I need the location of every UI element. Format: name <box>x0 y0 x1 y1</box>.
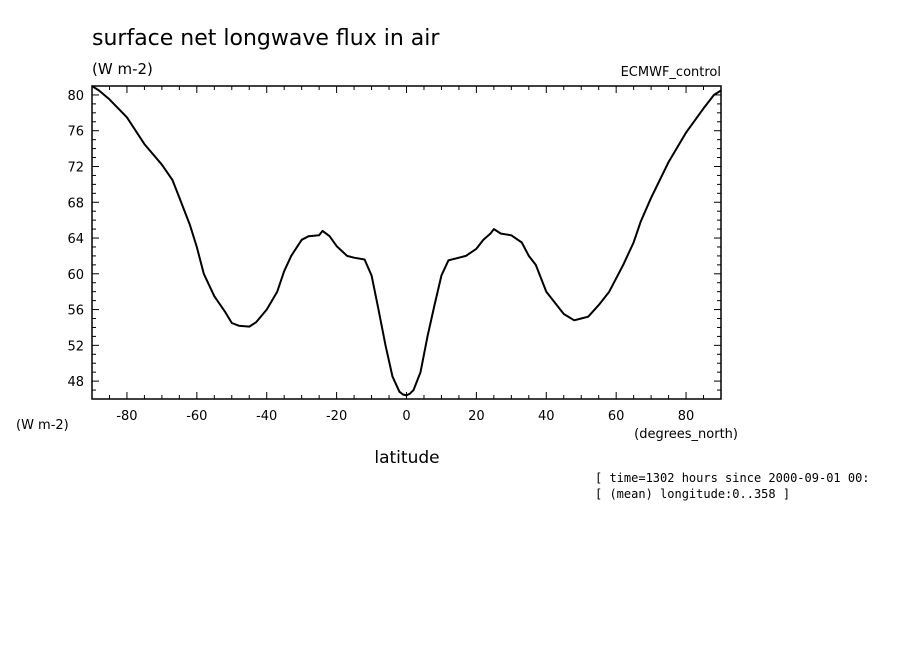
y-tick-label: 52 <box>67 339 84 354</box>
x-units-label: (degrees_north) <box>634 427 738 442</box>
info-line-longitude: [ (mean) longitude:0..358 ] <box>595 487 790 501</box>
y-tick-label: 72 <box>67 160 84 175</box>
chart-title: surface net longwave flux in air <box>92 26 440 51</box>
x-tick-label: 20 <box>468 409 485 424</box>
y-tick-label: 60 <box>67 268 84 283</box>
plot-frame <box>91 85 722 400</box>
info-line-time: [ time=1302 hours since 2000-09-01 00: <box>595 471 870 485</box>
y-tick-label: 68 <box>67 196 84 211</box>
x-tick-label: 0 <box>402 409 410 424</box>
y-tick-label: 80 <box>67 89 84 104</box>
y-tick-label: 56 <box>67 304 84 319</box>
x-tick-label: -60 <box>186 409 207 424</box>
x-tick-label: -20 <box>326 409 347 424</box>
x-tick-label: 40 <box>538 409 555 424</box>
series-line <box>91 85 722 397</box>
x-axis: -80 -60 -40 -20 0 20 40 60 80 <box>91 86 722 424</box>
dataset-label: ECMWF_control <box>621 65 721 80</box>
y-tick-label: 64 <box>67 232 84 247</box>
x-tick-label: 80 <box>678 409 695 424</box>
y-axis: 48 52 56 60 64 68 72 76 80 <box>67 85 721 400</box>
x-tick-label: -80 <box>116 409 137 424</box>
x-tick-label: 60 <box>608 409 625 424</box>
x-axis-label: latitude <box>374 448 439 468</box>
y-units-label: (W m-2) <box>16 418 69 433</box>
units-label: (W m-2) <box>92 60 153 78</box>
y-tick-label: 76 <box>67 125 84 140</box>
y-tick-label: 48 <box>67 375 84 390</box>
x-tick-label: -40 <box>256 409 277 424</box>
